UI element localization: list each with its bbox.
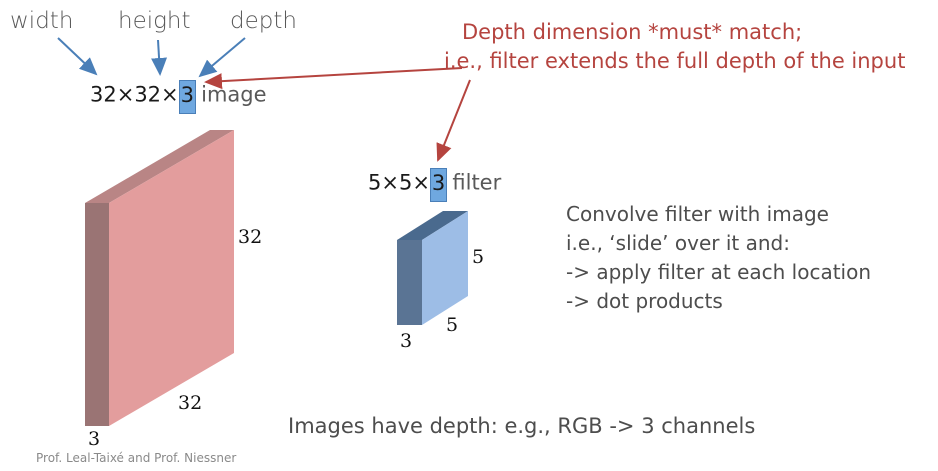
image-volume-side xyxy=(85,203,109,426)
description: Convolve filter with image i.e., ‘slide’… xyxy=(566,200,871,316)
description-line-4: -> dot products xyxy=(566,289,723,313)
width-arrow xyxy=(57,37,98,76)
image-spec-dims: 32×32× xyxy=(90,82,179,107)
depth-arrow xyxy=(198,37,246,78)
note-arrow-to-filter xyxy=(436,79,471,162)
filter-volume xyxy=(397,211,468,325)
filter-depth-label: 3 xyxy=(400,330,413,352)
caption: Images have depth: e.g., RGB -> 3 channe… xyxy=(288,414,756,438)
height-arrow xyxy=(151,39,168,76)
image-height-label: 32 xyxy=(238,226,263,248)
filter-volume-top xyxy=(397,211,468,240)
filter-spec-dims: 5×5× xyxy=(368,170,430,195)
description-line-3: -> apply filter at each location xyxy=(566,260,872,284)
filter-width-label: 5 xyxy=(446,314,459,336)
image-width-label: 32 xyxy=(178,392,203,414)
depth-label: depth xyxy=(230,8,297,34)
description-line-2: i.e., ‘slide’ over it and: xyxy=(566,231,790,255)
filter-volume-side xyxy=(397,240,422,325)
filter-spec-depth: 3 xyxy=(429,168,448,202)
note-line-2: i.e., filter extends the full depth of t… xyxy=(444,49,906,73)
filter-spec: 5×5×3 filter xyxy=(368,168,501,202)
image-volume xyxy=(85,130,234,426)
image-depth-label: 3 xyxy=(88,428,101,450)
image-spec: 32×32×3 image xyxy=(90,80,267,114)
height-label: height xyxy=(118,8,191,34)
filter-height-label: 5 xyxy=(472,246,485,268)
image-volume-top xyxy=(85,130,234,203)
filter-volume-front xyxy=(422,211,468,325)
image-spec-word: image xyxy=(201,82,267,107)
image-spec-depth: 3 xyxy=(178,80,197,114)
note-line-1: Depth dimension *must* match; xyxy=(462,20,803,44)
image-volume-front xyxy=(109,130,234,426)
description-line-1: Convolve filter with image xyxy=(566,202,829,226)
footer-credit: Prof. Leal-Taixé and Prof. Niessner xyxy=(36,451,237,465)
note-arrow-to-image xyxy=(204,67,463,90)
filter-spec-word: filter xyxy=(452,170,502,195)
width-label: width xyxy=(10,8,74,34)
